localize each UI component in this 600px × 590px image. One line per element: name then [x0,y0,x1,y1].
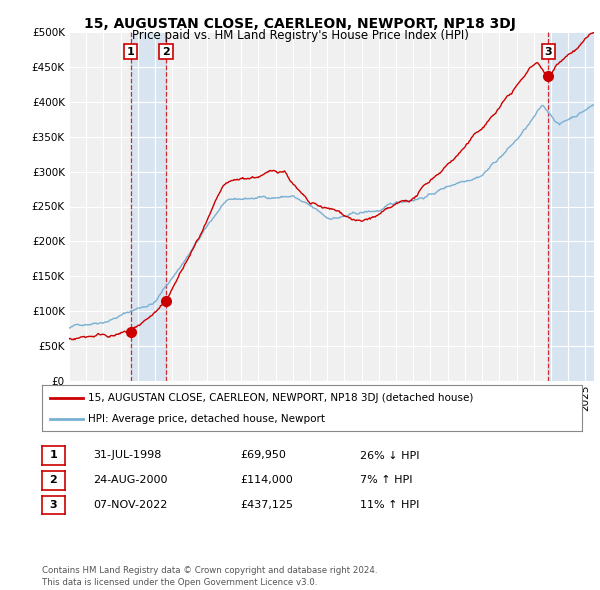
Text: 2: 2 [162,47,170,57]
Text: 07-NOV-2022: 07-NOV-2022 [93,500,167,510]
Text: Price paid vs. HM Land Registry's House Price Index (HPI): Price paid vs. HM Land Registry's House … [131,30,469,42]
Bar [131,32,166,381]
Text: HPI: Average price, detached house, Newport: HPI: Average price, detached house, Newp… [88,414,325,424]
Text: £114,000: £114,000 [240,476,293,485]
Text: 2: 2 [50,476,57,485]
Bar [548,32,594,381]
Text: 11% ↑ HPI: 11% ↑ HPI [360,500,419,510]
Text: 3: 3 [50,500,57,510]
Text: 24-AUG-2000: 24-AUG-2000 [93,476,167,485]
Text: Contains HM Land Registry data © Crown copyright and database right 2024.
This d: Contains HM Land Registry data © Crown c… [42,566,377,587]
Text: 15, AUGUSTAN CLOSE, CAERLEON, NEWPORT, NP18 3DJ (detached house): 15, AUGUSTAN CLOSE, CAERLEON, NEWPORT, N… [88,393,473,403]
Text: 3: 3 [545,47,552,57]
Text: £69,950: £69,950 [240,451,286,460]
Text: 7% ↑ HPI: 7% ↑ HPI [360,476,413,485]
Text: 31-JUL-1998: 31-JUL-1998 [93,451,161,460]
Text: 15, AUGUSTAN CLOSE, CAERLEON, NEWPORT, NP18 3DJ: 15, AUGUSTAN CLOSE, CAERLEON, NEWPORT, N… [84,17,516,31]
Text: £437,125: £437,125 [240,500,293,510]
Text: 1: 1 [50,451,57,460]
Text: 1: 1 [127,47,134,57]
Text: 26% ↓ HPI: 26% ↓ HPI [360,451,419,460]
